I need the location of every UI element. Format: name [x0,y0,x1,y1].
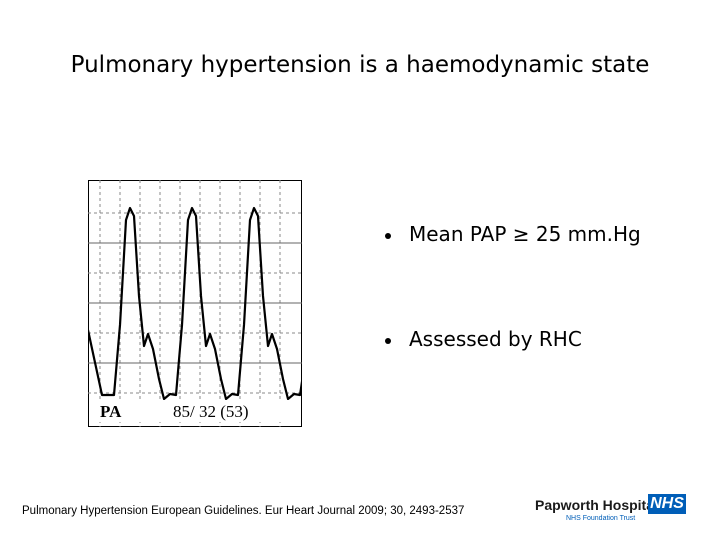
slide-title: Pulmonary hypertension is a haemodynamic… [70,52,650,78]
pressure-waveform: PA 85/ 32 (53) [88,180,302,427]
bullet: Assessed by RHC [383,327,582,351]
bullet: Mean PAP ≥ 25 mm.Hg [383,222,641,246]
logo-subtitle: NHS Foundation Trust [566,515,636,522]
label-backdrop [94,400,294,422]
logo-badge: NHS [648,494,686,514]
waveform-trace [88,206,302,401]
figure-label: PA [100,402,122,421]
logo-name: Papworth Hospital [535,497,658,513]
figure-pressures: 85/ 32 (53) [173,402,249,421]
citation: Pulmonary Hypertension European Guidelin… [22,505,465,517]
